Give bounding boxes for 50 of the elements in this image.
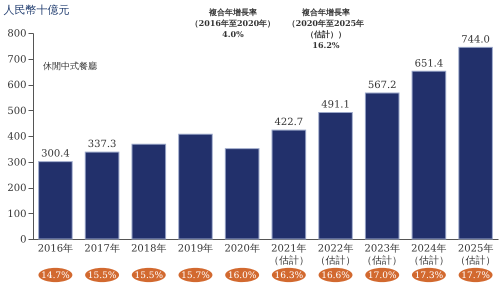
annotation: 複合年增長率（2020年至2025年（估計））16.2% <box>288 7 364 50</box>
x-tick-label: 2016年 <box>38 242 74 254</box>
text: 17.3% <box>414 271 444 281</box>
bar <box>38 161 73 240</box>
bar <box>458 46 493 240</box>
text: 17.7% <box>461 271 490 281</box>
y-tick-label: 300 <box>7 157 26 168</box>
x-tick-label: 2025年（估計） <box>456 242 496 266</box>
text: 15.5% <box>88 271 117 281</box>
text: 15.7% <box>181 271 210 281</box>
bar <box>318 112 353 240</box>
y-tick-label: 600 <box>7 80 26 91</box>
bar <box>272 130 306 240</box>
y-tick-label: 700 <box>7 54 26 66</box>
x-tick-label: 2021年（估計） <box>268 242 309 266</box>
x-tick-label: 2018年 <box>131 242 167 254</box>
y-tick-label: 0 <box>20 234 26 246</box>
text: 休閒中式餐廳 <box>43 60 97 72</box>
y-tick-label: 100 <box>7 208 26 220</box>
x-tick-label: 2022年（估計） <box>316 242 356 266</box>
y-tick-label: 800 <box>7 28 26 40</box>
text: 16.0% <box>228 271 257 281</box>
y-tick-label: 200 <box>7 183 26 194</box>
text: 14.7% <box>41 271 70 281</box>
bar <box>412 70 446 240</box>
data-label: 567.2 <box>368 80 397 91</box>
y-tick-label: 500 <box>7 106 26 117</box>
bar <box>364 92 400 240</box>
annotation: 複合年增長率（2016年至2020年）4.0% <box>190 7 276 39</box>
x-tick-label: 2023年（估計） <box>362 242 402 266</box>
x-tick-label: 2020年 <box>224 242 260 254</box>
x-tick-label: 2024年（估計） <box>408 242 449 266</box>
x-tick-label: 2017年 <box>84 242 120 254</box>
bar <box>131 144 166 240</box>
bar <box>84 152 120 240</box>
text: 16.6% <box>321 271 350 281</box>
x-tick-label: 2019年 <box>178 242 214 254</box>
data-label: 744.0 <box>461 34 490 46</box>
y-tick-label: 400 <box>7 132 26 142</box>
text: 17.0% <box>368 271 397 281</box>
data-label: 300.4 <box>41 148 70 160</box>
data-label: 651.4 <box>414 58 444 70</box>
data-label: 422.7 <box>274 117 304 128</box>
text: 16.3% <box>274 271 304 281</box>
data-label: 337.3 <box>88 139 116 150</box>
bar <box>178 134 213 240</box>
data-label: 491.1 <box>321 100 350 111</box>
bar <box>224 148 260 240</box>
y-axis-title: 人民幣十億元 <box>4 4 70 16</box>
text: 15.5% <box>134 271 164 281</box>
